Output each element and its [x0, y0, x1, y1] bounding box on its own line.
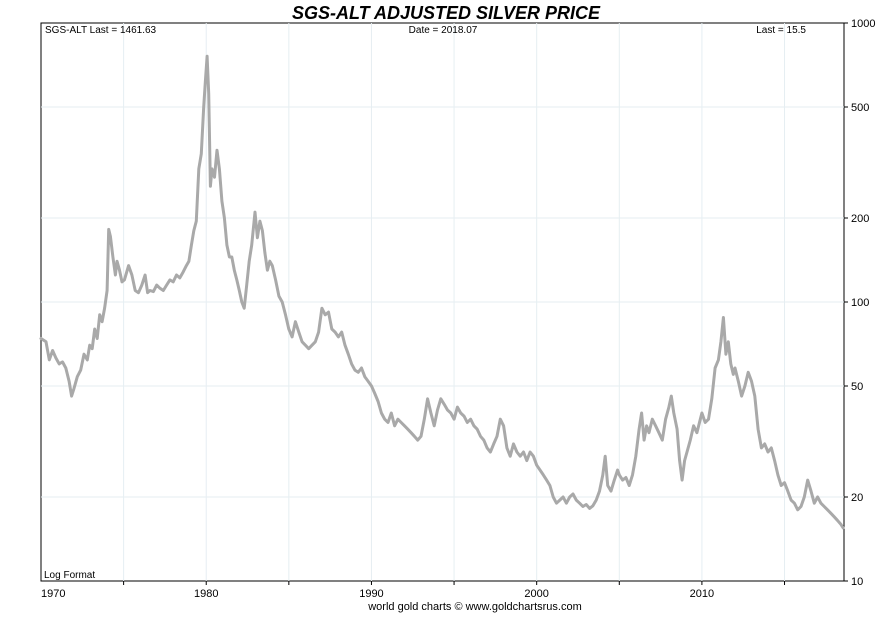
header-center-label: Date = 2018.07	[409, 25, 478, 36]
x-tick-label: 1970	[41, 588, 65, 600]
y-tick-label: 200	[851, 213, 869, 225]
y-tick-label: 20	[851, 492, 863, 504]
y-tick-label: 50	[851, 381, 863, 393]
axis-ticks: 10 20 50 100 200 500 1000 1970 1980 1990 2000 2010	[41, 18, 875, 600]
series-line	[39, 54, 845, 530]
x-tick-label: 2000	[524, 588, 548, 600]
y-tick-label: 500	[851, 102, 869, 114]
y-tick-label: 1000	[851, 18, 875, 30]
scale-note: Log Format	[44, 570, 95, 581]
header-right-label: Last = 15.5	[756, 25, 806, 36]
x-tick-label: 1990	[359, 588, 383, 600]
header-left-label: SGS-ALT Last = 1461.63	[45, 25, 157, 36]
x-tick-label: 1980	[194, 588, 218, 600]
y-tick-label: 100	[851, 297, 869, 309]
series-layer	[39, 54, 845, 530]
x-tick-label: 2010	[690, 588, 714, 600]
footer-credit: world gold charts © www.goldchartsrus.co…	[367, 601, 582, 613]
grid-lines	[41, 23, 844, 581]
y-tick-label: 10	[851, 576, 863, 588]
chart-title: SGS-ALT ADJUSTED SILVER PRICE	[292, 3, 601, 23]
